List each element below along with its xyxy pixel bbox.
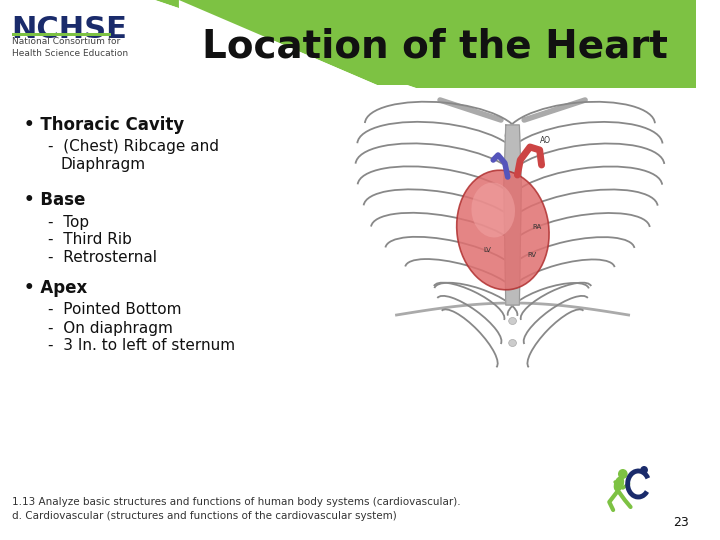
Polygon shape (155, 0, 416, 88)
Text: NCHSE: NCHSE (12, 15, 127, 44)
Text: Diaphragm: Diaphragm (61, 158, 146, 172)
Ellipse shape (472, 183, 515, 238)
Ellipse shape (509, 295, 516, 302)
Circle shape (640, 466, 648, 474)
Text: National Consortium for
Health Science Education: National Consortium for Health Science E… (12, 37, 127, 58)
Ellipse shape (509, 186, 516, 192)
Ellipse shape (509, 252, 516, 259)
Ellipse shape (509, 340, 516, 347)
Text: • Apex: • Apex (24, 279, 87, 297)
Text: Location of the Heart: Location of the Heart (202, 28, 668, 66)
Text: -  Top: - Top (48, 214, 89, 230)
Polygon shape (504, 125, 521, 305)
Ellipse shape (456, 170, 549, 290)
Polygon shape (179, 0, 696, 85)
Text: LV: LV (484, 247, 492, 253)
Text: 1.13 Analyze basic structures and functions of human body systems (cardiovascula: 1.13 Analyze basic structures and functi… (12, 497, 460, 507)
Polygon shape (12, 33, 111, 36)
Text: -  Pointed Bottom: - Pointed Bottom (48, 302, 182, 318)
Polygon shape (179, 0, 696, 85)
Text: d. Cardiovascular (structures and functions of the cardiovascular system): d. Cardiovascular (structures and functi… (12, 511, 396, 521)
Polygon shape (155, 0, 696, 88)
Ellipse shape (509, 141, 516, 149)
Ellipse shape (613, 476, 624, 492)
Ellipse shape (509, 207, 516, 214)
Text: -  Third Rib: - Third Rib (48, 233, 132, 247)
Text: -  3 In. to left of sternum: - 3 In. to left of sternum (48, 339, 235, 354)
Polygon shape (179, 0, 377, 85)
Circle shape (618, 469, 628, 479)
Text: -  (Chest) Ribcage and: - (Chest) Ribcage and (48, 139, 220, 154)
Text: • Base: • Base (24, 191, 86, 209)
FancyBboxPatch shape (0, 0, 696, 540)
Text: -  On diaphragm: - On diaphragm (48, 321, 174, 335)
Text: AO: AO (540, 136, 551, 145)
Text: 23: 23 (673, 516, 689, 529)
Text: RA: RA (532, 224, 541, 230)
Ellipse shape (509, 230, 516, 237)
Ellipse shape (509, 273, 516, 280)
Text: • Thoracic Cavity: • Thoracic Cavity (24, 116, 184, 134)
Ellipse shape (509, 318, 516, 325)
Ellipse shape (509, 164, 516, 171)
Text: -  Retrosternal: - Retrosternal (48, 251, 158, 266)
Text: RV: RV (527, 252, 536, 258)
